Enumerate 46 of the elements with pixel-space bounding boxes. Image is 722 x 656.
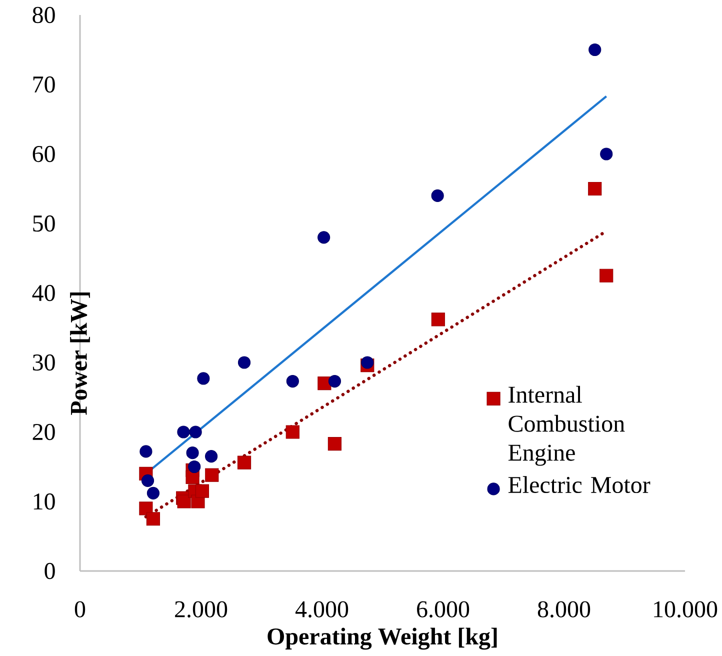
point xyxy=(186,446,199,460)
y-tick-label: 30 xyxy=(32,354,55,371)
point xyxy=(431,189,444,202)
legend-label: Electric Motor xyxy=(508,476,650,494)
point xyxy=(286,425,300,439)
point xyxy=(140,445,152,458)
y-tick-label: 50 xyxy=(33,215,55,232)
point xyxy=(361,356,374,369)
point xyxy=(318,231,330,244)
point xyxy=(204,450,218,463)
point xyxy=(189,426,202,438)
point xyxy=(146,486,160,500)
x-tick-label: 6.000 xyxy=(417,601,470,618)
y-tick-label: 70 xyxy=(33,76,55,93)
point xyxy=(146,512,160,526)
y-tick-label: 0 xyxy=(44,562,55,580)
point xyxy=(238,356,251,369)
point xyxy=(588,43,602,56)
point xyxy=(205,468,219,482)
y-tick-label: 20 xyxy=(32,424,55,440)
point xyxy=(328,374,342,388)
y-tick-label: 40 xyxy=(32,284,55,302)
point xyxy=(600,268,614,282)
point xyxy=(286,374,299,388)
point xyxy=(177,494,191,508)
point xyxy=(431,312,445,326)
point xyxy=(141,474,154,487)
point xyxy=(188,460,201,474)
legend-label: Internal Combustion Engine xyxy=(508,386,625,466)
x-tick-label: 8.000 xyxy=(538,601,590,618)
y-tick-label: 10 xyxy=(34,493,55,510)
point xyxy=(177,426,190,438)
point xyxy=(600,148,613,160)
point xyxy=(237,456,252,470)
y-tick-label: 60 xyxy=(32,146,55,162)
y-axis-title: Power [kW] xyxy=(70,292,90,415)
x-tick-label: 2.000 xyxy=(175,601,228,618)
point xyxy=(197,372,210,385)
point xyxy=(195,484,210,498)
x-tick-label: 10.000 xyxy=(654,601,718,618)
x-tick-label: 0 xyxy=(74,601,86,618)
point xyxy=(328,437,342,451)
x-tick-label: 4.000 xyxy=(295,601,348,618)
point xyxy=(588,182,602,196)
x-axis-title: Operating Weight [kg] xyxy=(268,628,497,650)
y-tick-label: 80 xyxy=(32,6,55,24)
